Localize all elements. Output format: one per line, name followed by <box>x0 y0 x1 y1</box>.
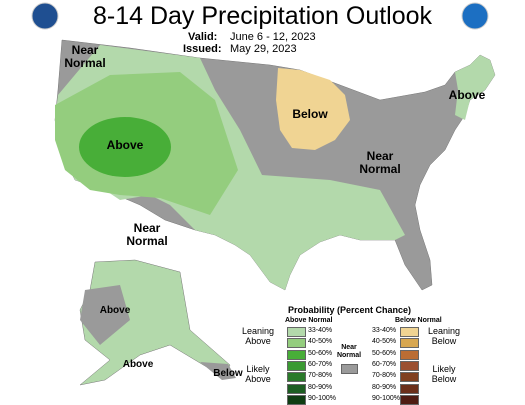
region-label: Above <box>122 359 154 370</box>
legend-range: 70-80% <box>372 372 397 380</box>
legend-range: 60-70% <box>308 360 333 368</box>
likely-below: Likely Below <box>431 364 457 384</box>
legend-swatch <box>400 360 419 371</box>
leaning-below: Leaning Below <box>427 326 461 346</box>
region-label: Above <box>99 305 131 316</box>
region-label: Above <box>448 88 486 102</box>
above-header: Above Normal <box>285 317 333 324</box>
legend-range: 33-40% <box>308 327 333 334</box>
legend-range: 50-60% <box>308 349 333 357</box>
legend-swatch <box>287 372 306 383</box>
legend-swatch <box>400 338 419 349</box>
title: 8-14 Day Precipitation Outlook <box>92 2 433 30</box>
legend-range: 50-60% <box>372 349 397 357</box>
legend-range: 33-40% <box>372 327 397 334</box>
legend-range: 60-70% <box>372 360 397 368</box>
legend-swatch <box>400 327 419 337</box>
legend-range: 90-100% <box>308 394 337 402</box>
legend-swatch <box>287 383 306 394</box>
area-below-33 <box>276 68 350 150</box>
valid-dates: June 6 - 12, 2023 <box>230 31 316 43</box>
doc-logo <box>31 2 59 30</box>
region-label: Above <box>106 138 144 152</box>
issued-date: May 29, 2023 <box>230 43 297 55</box>
legend-swatch <box>287 327 306 337</box>
valid-label: Valid: <box>188 31 218 43</box>
region-label: Near Normal <box>64 43 106 70</box>
region-label: Near Normal <box>126 221 168 248</box>
issued-label: Issued: <box>183 43 222 55</box>
legend-swatch <box>287 338 306 349</box>
legend-swatch <box>287 360 306 371</box>
noaa-logo <box>461 2 489 30</box>
area-above-50 <box>79 117 171 177</box>
legend-swatch <box>341 364 358 374</box>
legend-range: 80-90% <box>372 383 397 391</box>
legend-range: 40-50% <box>308 338 333 346</box>
legend-swatch <box>400 372 419 383</box>
region-label: Near Normal <box>359 149 401 176</box>
below-header: Below Normal <box>395 317 442 324</box>
area-above-33-ne <box>455 55 495 120</box>
alaska-near-normal <box>80 285 130 345</box>
legend-range: 40-50% <box>372 338 397 346</box>
leaning-above: Leaning Above <box>241 326 275 346</box>
alaska-panhandle <box>200 362 236 380</box>
region-label: Below <box>213 368 243 379</box>
legend-swatch <box>400 394 419 405</box>
likely-above: Likely Above <box>245 364 271 384</box>
legend-swatch <box>400 349 419 360</box>
legend-swatch <box>400 383 419 394</box>
legend-swatch <box>287 394 306 405</box>
legend-range: 90-100% <box>372 394 401 402</box>
legend-range: 70-80% <box>308 372 333 380</box>
legend-swatch <box>287 349 306 360</box>
legend-title: Probability (Percent Chance) <box>288 305 412 315</box>
legend-range: 80-90% <box>308 383 333 391</box>
region-label: Below <box>292 107 328 121</box>
near-header: Near Normal <box>336 344 362 359</box>
